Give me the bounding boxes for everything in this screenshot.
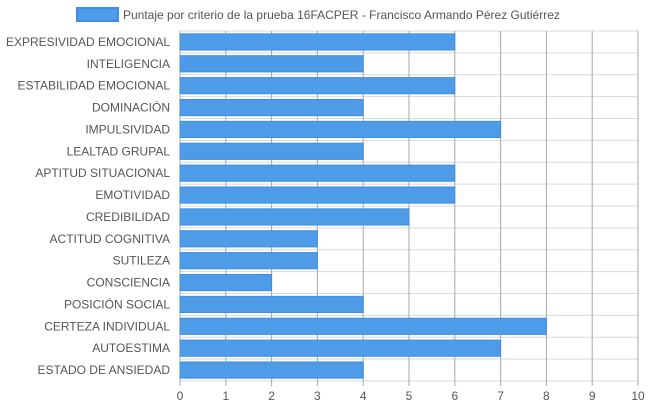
bars (179, 33, 547, 379)
category-label: CREDIBILIDAD (86, 210, 170, 224)
category-label: CERTEZA INDIVIDUAL (44, 319, 170, 333)
bar[interactable] (179, 317, 547, 335)
category-label: EMOTIVIDAD (95, 188, 170, 202)
x-tick-label: 7 (497, 389, 504, 403)
category-label: IMPULSIVIDAD (85, 122, 170, 136)
bar[interactable] (179, 77, 456, 95)
x-tick-label: 1 (222, 389, 229, 403)
category-labels: EXPRESIVIDAD EMOCIONAL INTELIGENCIA ESTABI… (6, 35, 170, 377)
x-tick-label: 5 (406, 389, 413, 403)
category-label: INTELIGENCIA (87, 57, 170, 71)
category-label: ACTITUD COGNITIVA (50, 232, 170, 246)
bar[interactable] (179, 295, 364, 314)
legend-swatch (76, 7, 119, 22)
x-tick-label: 10 (631, 389, 645, 403)
bar[interactable] (179, 142, 364, 160)
category-label: AUTOESTIMA (92, 341, 170, 355)
x-tick-label: 6 (451, 389, 458, 403)
category-label: CONSCIENCIA (87, 276, 170, 290)
category-label: EXPRESIVIDAD EMOCIONAL (6, 35, 170, 49)
category-label: DOMINACIÓN (92, 100, 170, 115)
category-label: APTITUD SITUACIONAL (35, 166, 170, 180)
bar[interactable] (179, 55, 364, 73)
category-label: POSICIÓN SOCIAL (64, 296, 170, 311)
bar[interactable] (179, 252, 318, 270)
bar[interactable] (179, 186, 456, 204)
x-tick-label: 2 (268, 389, 275, 403)
bar[interactable] (179, 230, 318, 248)
category-label: LEALTAD GRUPAL (67, 144, 171, 158)
x-tick-label: 4 (360, 389, 367, 403)
bar[interactable] (179, 98, 364, 117)
bar[interactable] (179, 208, 410, 226)
category-label: ESTADO DE ANSIEDAD (38, 363, 171, 377)
bar[interactable] (179, 339, 502, 357)
bar[interactable] (179, 164, 456, 182)
x-tick-label: 3 (314, 389, 321, 403)
category-label: SUTILEZA (113, 254, 170, 268)
x-tick-label: 9 (589, 389, 596, 403)
bar[interactable] (179, 120, 502, 139)
bar[interactable] (179, 361, 364, 379)
legend-label: Puntaje por criterio de la prueba 16FACP… (123, 8, 560, 22)
x-tick-label: 0 (177, 389, 184, 403)
category-label: ESTABILIDAD EMOCIONAL (18, 79, 171, 93)
x-axis-tick-labels: 0 1 2 3 4 5 6 7 8 9 10 (177, 389, 645, 403)
bar[interactable] (179, 273, 273, 292)
legend[interactable]: Puntaje por criterio de la prueba 16FACP… (76, 7, 560, 22)
x-tick-label: 8 (543, 389, 550, 403)
bar[interactable] (179, 33, 456, 51)
